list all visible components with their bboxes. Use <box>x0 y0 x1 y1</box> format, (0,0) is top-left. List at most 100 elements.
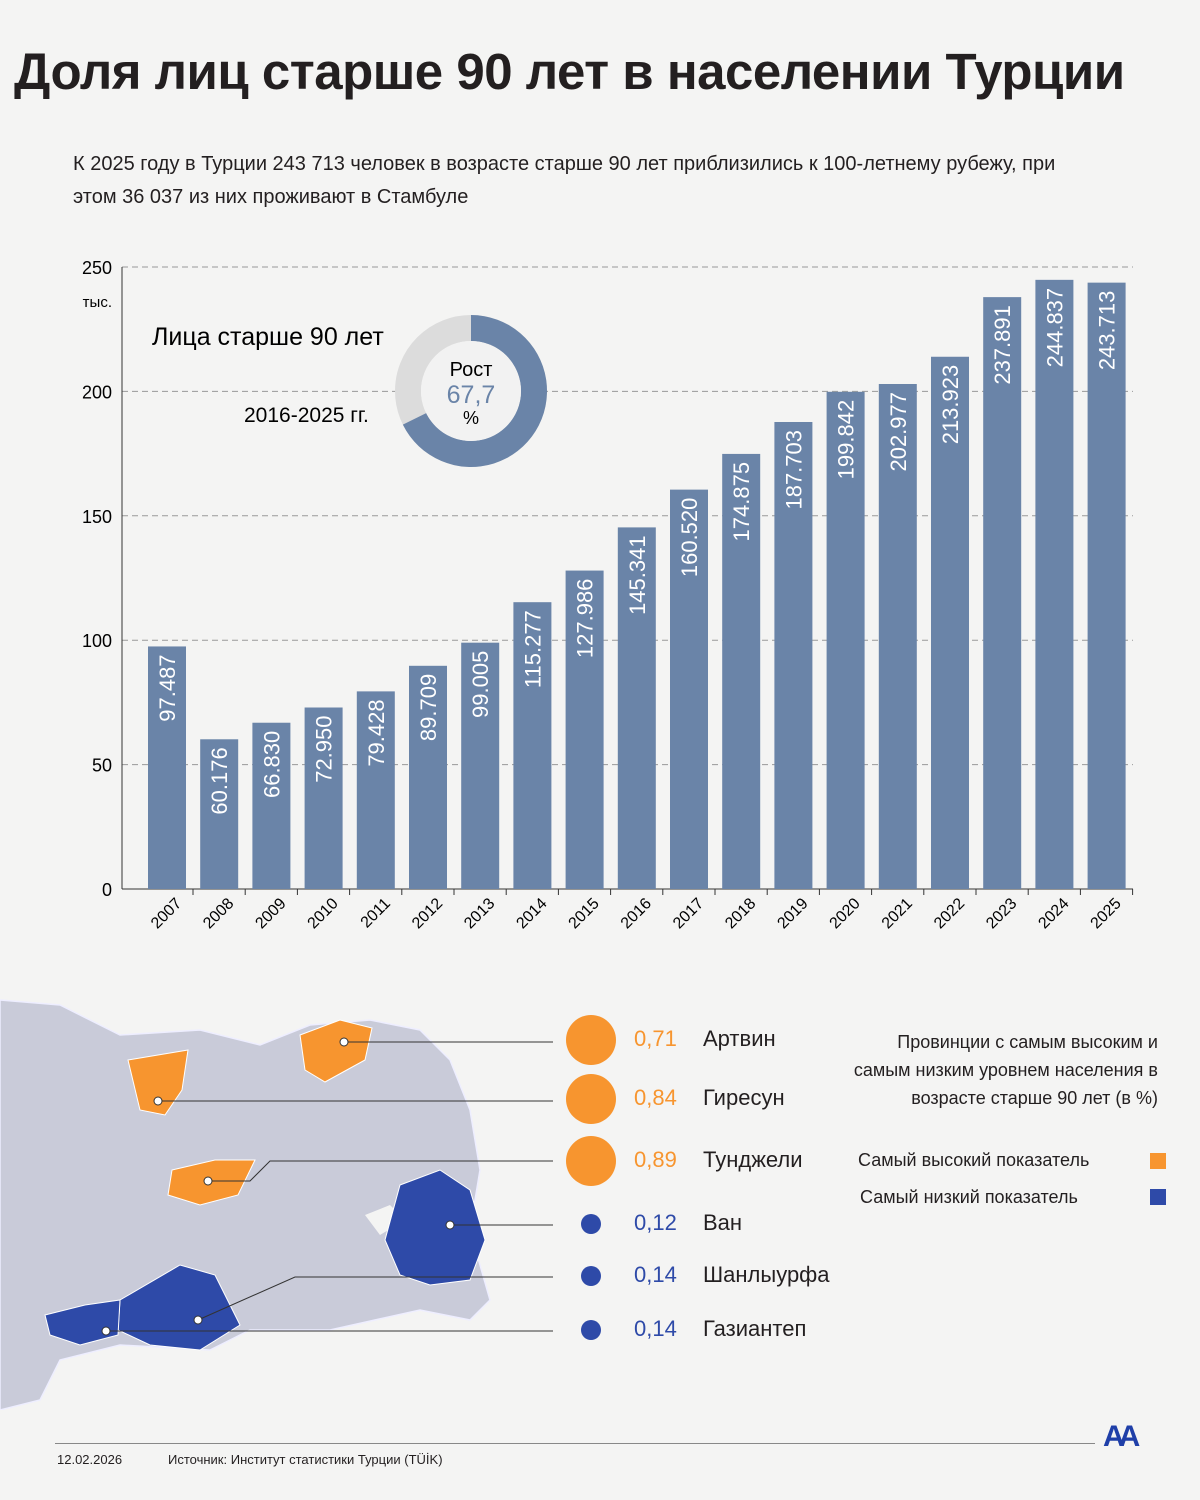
bar-2022 <box>931 356 969 889</box>
bar-value-label: 213.923 <box>938 365 963 445</box>
bar-value-label: 187.703 <box>781 430 806 510</box>
province-value: 0,89 <box>634 1147 677 1172</box>
donut-center <box>421 341 521 441</box>
bar-value-label: 79.428 <box>364 699 389 766</box>
x-tick-label: 2017 <box>670 895 707 932</box>
x-tick-label: 2024 <box>1035 895 1072 932</box>
bar-2009 <box>252 722 291 889</box>
province-name: Артвин <box>703 1026 776 1051</box>
bar-2023 <box>983 297 1022 889</box>
x-tick-label: 2008 <box>200 895 237 932</box>
y-tick-label: 200 <box>82 382 112 402</box>
bar-2019 <box>774 421 813 889</box>
bar-value-label: 97.487 <box>155 654 180 721</box>
x-tick-label: 2012 <box>409 895 446 932</box>
bar-2014 <box>513 602 552 889</box>
province-name: Тунджели <box>703 1147 803 1172</box>
province-value: 0,14 <box>634 1262 677 1287</box>
region-artvin <box>299 1019 373 1083</box>
x-tick-label: 2016 <box>618 895 655 932</box>
province-bubble <box>581 1320 601 1340</box>
bar-2008 <box>200 739 239 889</box>
x-tick-label: 2011 <box>358 895 394 931</box>
x-tick-label: 2023 <box>983 895 1020 932</box>
bar-value-label: 174.875 <box>729 462 754 542</box>
province-value: 0,71 <box>634 1026 677 1051</box>
province-bubble <box>566 1015 616 1065</box>
y-unit-label: тыс. <box>83 294 112 311</box>
bar-2013 <box>461 642 500 889</box>
province-value: 0,12 <box>634 1210 677 1235</box>
x-tick-label: 2014 <box>513 895 550 932</box>
province-name: Газиантеп <box>703 1316 807 1341</box>
x-tick-label: 2021 <box>879 895 916 932</box>
province-name: Шанлыурфа <box>703 1262 830 1287</box>
growth-inset: Лица старше 90 лет 2016-2025 гг. Рост 67… <box>152 315 547 467</box>
bar-2025 <box>1087 282 1126 889</box>
region-giresun <box>127 1049 189 1116</box>
province-bubble <box>581 1214 601 1234</box>
bar-2012 <box>409 665 447 889</box>
footer-divider <box>55 1443 1095 1444</box>
x-tick-label: 2009 <box>252 895 289 932</box>
bar-2020 <box>826 391 865 889</box>
bar-chart: 0 50 100 150 200 250 тыс. 2007 97.487 2008 60.176… <box>82 258 1134 932</box>
province-row: 0,89 Тунджели <box>560 1136 860 1187</box>
donut-growth-segment <box>402 315 547 467</box>
province-row: 0,14 Шанлыурфа <box>560 1252 860 1302</box>
region-sanliurfa <box>117 1264 241 1351</box>
bar-value-label: 202.977 <box>886 392 911 472</box>
growth-unit: % <box>463 408 479 428</box>
growth-label: Рост <box>450 359 493 381</box>
province-bubble <box>581 1266 601 1286</box>
aa-logo: AA <box>1103 1420 1140 1453</box>
y-tick-label: 150 <box>82 507 112 527</box>
bar-value-label: 145.341 <box>625 535 650 615</box>
province-value: 0,84 <box>634 1085 677 1110</box>
legend-title: Провинции с самым высоким и самым низким… <box>853 1032 1158 1108</box>
bar-value-label: 60.176 <box>207 747 232 814</box>
bar-value-label: 127.986 <box>573 579 598 659</box>
x-tick-label: 2025 <box>1088 895 1125 932</box>
x-tick-label: 2015 <box>566 895 603 932</box>
bar-value-label: 199.842 <box>834 400 859 480</box>
bar-value-label: 89.709 <box>416 674 441 741</box>
bar-2007 <box>148 646 186 889</box>
y-tick-label: 50 <box>92 756 112 776</box>
x-tick-label: 2007 <box>148 895 185 932</box>
province-row: 0,14 Газиантеп <box>560 1306 860 1356</box>
province-bubble <box>566 1074 616 1124</box>
bar-value-label: 99.005 <box>468 651 493 718</box>
subtitle: К 2025 году в Турции 243 713 человек в в… <box>73 153 1056 208</box>
province-row: 0,12 Ван <box>560 1200 860 1250</box>
x-tick-label: 2018 <box>722 895 759 932</box>
bar-value-label: 237.891 <box>990 305 1015 385</box>
footer-date: 12.02.2026 <box>57 1452 123 1467</box>
legend-high-label: Самый высокий показатель <box>858 1150 1090 1170</box>
bar-2010 <box>304 707 343 889</box>
province-row: 0,84 Гиресун <box>560 1074 860 1125</box>
x-tick-label: 2020 <box>827 895 864 932</box>
bar-value-label: 160.520 <box>677 498 702 578</box>
bar-2011 <box>356 691 395 889</box>
footer-source: Источник: Институт статистики Турции (TÜ… <box>168 1452 443 1467</box>
y-tick-label: 250 <box>82 258 112 278</box>
province-name: Гиресун <box>703 1085 785 1110</box>
bar-value-label: 72.950 <box>312 716 337 783</box>
x-tick-label: 2019 <box>774 895 811 932</box>
legend-high-swatch <box>1150 1153 1166 1169</box>
y-tick-label: 0 <box>102 880 112 900</box>
region-van <box>384 1169 486 1286</box>
bar-2017 <box>670 489 708 889</box>
inset-period: 2016-2025 гг. <box>244 404 369 427</box>
turkey-east-map <box>0 999 553 1410</box>
x-tick-label: 2013 <box>461 895 498 932</box>
province-row: 0,71 Артвин <box>560 1015 860 1066</box>
bar-2018 <box>722 453 761 889</box>
bar-2016 <box>617 527 656 889</box>
bar-value-label: 243.713 <box>1095 291 1120 371</box>
bar-value-label: 66.830 <box>259 731 284 798</box>
bar-2024 <box>1035 279 1074 889</box>
region-gaziantep <box>44 1299 121 1346</box>
